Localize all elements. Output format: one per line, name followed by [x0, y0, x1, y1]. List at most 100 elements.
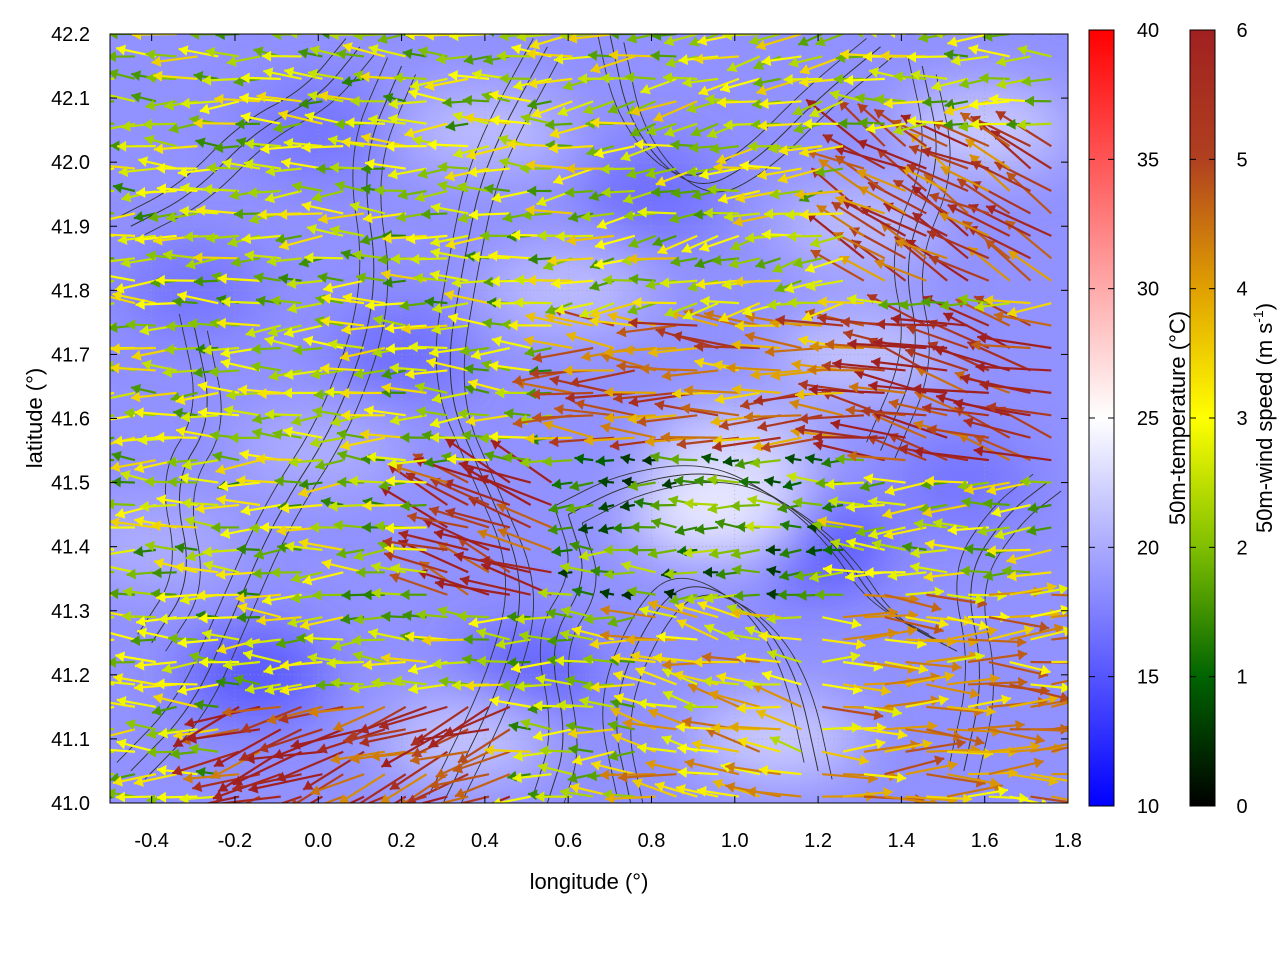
wind-arrow-head: [74, 56, 84, 67]
wind-arrow-shaft: [69, 142, 114, 146]
wind-arrow-shaft: [486, 30, 510, 34]
wind-arrow-head: [80, 304, 90, 315]
wind-arrow-head: [256, 825, 267, 835]
wind-arrow-head: [101, 123, 111, 134]
wind-colorbar-tick-label: 6: [1236, 20, 1247, 42]
wind-arrow-head: [95, 270, 105, 281]
wind-arrow-head: [72, 395, 82, 406]
wind-arrow-shaft: [232, 28, 260, 34]
x-tick-label: -0.2: [218, 830, 252, 852]
wind-arrow-head: [89, 436, 99, 447]
x-axis-label: longitude (°): [530, 869, 649, 894]
wind-colorbar-label-end: ): [1252, 303, 1277, 310]
y-tick-label: 41.2: [51, 665, 90, 687]
wind-arrow-head: [426, 805, 436, 816]
wind-arrow-head: [827, 23, 837, 34]
wind-arrow-head: [1078, 694, 1088, 705]
wind-arrow-head: [320, 815, 330, 825]
wind-arrow-head: [92, 216, 102, 227]
y-tick-label: 41.1: [51, 729, 90, 751]
wind-arrow-head: [203, 816, 214, 826]
temperature-colorbar-tick-label: 15: [1137, 667, 1159, 689]
wind-arrow-head: [99, 256, 109, 267]
wind-colorbar-label-sup: -1: [1250, 310, 1266, 323]
wind-arrow-head: [155, 24, 165, 35]
x-tick-label: -0.4: [134, 830, 168, 852]
wind-arrow-head: [90, 160, 100, 171]
y-tick-label: 41.6: [51, 409, 90, 431]
wind-arrow-head: [84, 564, 94, 575]
wind-arrow-shaft: [1025, 28, 1051, 34]
wind-arrow-head: [366, 805, 376, 816]
wind-arrow-head: [81, 314, 91, 325]
wind-arrow-head: [94, 415, 104, 426]
wind-arrow-shaft: [72, 520, 114, 527]
wind-arrow-head: [290, 808, 300, 818]
wind-arrow-head: [92, 343, 101, 354]
wind-colorbar-tick-label: 0: [1236, 796, 1247, 818]
wind-arrow-head: [91, 733, 101, 744]
wind-arrow-shaft: [115, 23, 156, 34]
wind-arrow-head: [438, 817, 448, 827]
x-tick-label: 0.4: [471, 830, 499, 852]
y-tick-label: 41.8: [51, 280, 90, 302]
x-tick-label: 1.8: [1054, 830, 1082, 852]
temperature-colorbar-tick-label: 25: [1137, 408, 1159, 430]
wind-arrow-head: [1068, 776, 1078, 787]
temperature-colorbar-tick-label: 20: [1137, 537, 1159, 559]
wind-arrow-head: [115, 20, 125, 31]
x-tick-label: 1.0: [721, 830, 749, 852]
wind-arrow-head: [91, 441, 101, 452]
wind-arrow-shaft: [1003, 27, 1030, 34]
wind-arrow-shaft: [155, 28, 197, 34]
wind-arrow-head: [72, 517, 82, 528]
wind-arrow-shaft: [78, 76, 114, 79]
y-tick-label: 42.2: [51, 24, 90, 46]
wind-arrow-head: [1079, 726, 1088, 737]
wind-arrow-head: [92, 794, 102, 805]
wind-arrow-head: [98, 561, 108, 572]
x-tick-label: 1.2: [804, 830, 832, 852]
wind-arrow-head: [92, 606, 102, 617]
x-tick-label: 0.0: [304, 830, 332, 852]
x-tick-label: 0.6: [554, 830, 582, 852]
wind-colorbar-tick-label: 5: [1236, 149, 1247, 171]
x-tick-label: 0.8: [638, 830, 666, 852]
wind-arrow-head: [100, 90, 110, 101]
wind-arrow-head: [97, 549, 107, 560]
wind-arrow-head: [79, 184, 88, 195]
wind-arrow-head: [69, 138, 78, 149]
wind-arrow-head: [92, 229, 101, 240]
wind-arrow-shaft: [80, 303, 114, 311]
wind-colorbar-tick-label: 1: [1236, 667, 1247, 689]
wind-arrow-head: [78, 71, 87, 82]
wind-arrow-shaft: [72, 640, 114, 645]
wind-arrow-head: [375, 808, 385, 819]
wind-arrow-head: [89, 454, 98, 465]
temperature-colorbar-tick-label: 30: [1137, 279, 1159, 301]
wind-arrow-head: [235, 812, 245, 822]
wind-arrow-head: [95, 626, 105, 637]
wind-arrow-head: [1003, 24, 1013, 35]
temperature-colorbar-label: 50m-temperature (°C): [1165, 311, 1190, 525]
y-tick-label: 41.9: [51, 216, 90, 238]
wind-arrow-shaft: [81, 318, 114, 326]
wind-arrow-shaft: [827, 27, 864, 34]
y-tick-label: 42.1: [51, 88, 90, 110]
wind-arrow-shaft: [74, 56, 114, 63]
wind-arrow-head: [95, 522, 104, 533]
wind-arrow-shaft: [81, 774, 114, 776]
wind-arrow-head: [1075, 737, 1085, 748]
y-tick-label: 42.0: [51, 152, 90, 174]
wind-arrow-shaft: [79, 189, 115, 191]
wind-arrow-shaft: [69, 595, 114, 600]
wind-colorbar-tick-label: 3: [1236, 408, 1247, 430]
wind-arrow-shaft: [74, 662, 114, 663]
temperature-colorbar-tick-label: 10: [1137, 796, 1159, 818]
y-tick-label: 41.3: [51, 601, 90, 623]
wind-arrow-shaft: [236, 23, 280, 34]
